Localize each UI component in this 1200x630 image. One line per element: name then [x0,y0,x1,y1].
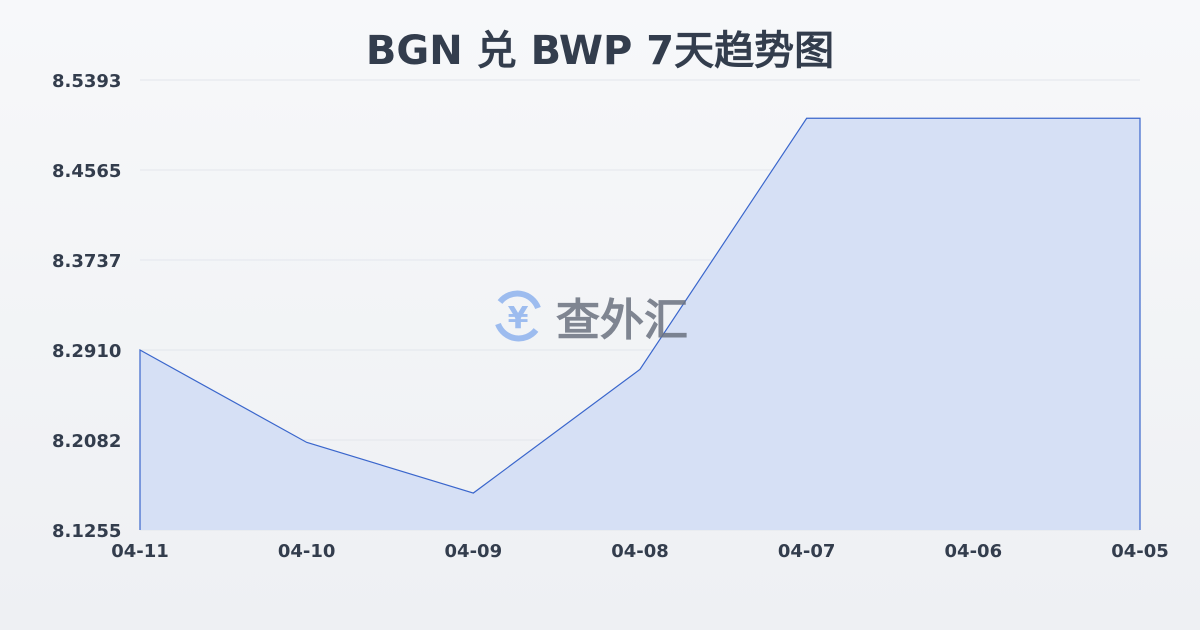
x-tick-label: 04-10 [278,541,336,562]
svg-text:¥: ¥ [508,301,529,336]
series-line [139,117,1141,530]
y-tick-label: 8.3737 [52,251,121,272]
x-tick-label: 04-07 [778,541,836,562]
x-tick-label: 04-05 [1111,541,1169,562]
area-fill [140,118,1140,531]
chart-title: BGN 兑 BWP 7天趋势图 [365,28,835,74]
y-tick-label: 8.4565 [52,161,121,182]
yen-exchange-icon: ¥ [495,290,541,342]
y-tick-label: 8.2910 [52,341,121,362]
y-tick-label: 8.2082 [52,431,121,452]
x-tick-label: 04-06 [945,541,1003,562]
x-tick-label: 04-08 [611,541,669,562]
x-tick-label: 04-11 [111,541,169,562]
watermark-text: 查外汇 [556,295,688,346]
y-tick-label: 8.1255 [52,521,121,542]
watermark: ¥ 查外汇 [488,284,688,348]
x-tick-label: 04-09 [445,541,503,562]
y-tick-label: 8.5393 [52,71,121,92]
